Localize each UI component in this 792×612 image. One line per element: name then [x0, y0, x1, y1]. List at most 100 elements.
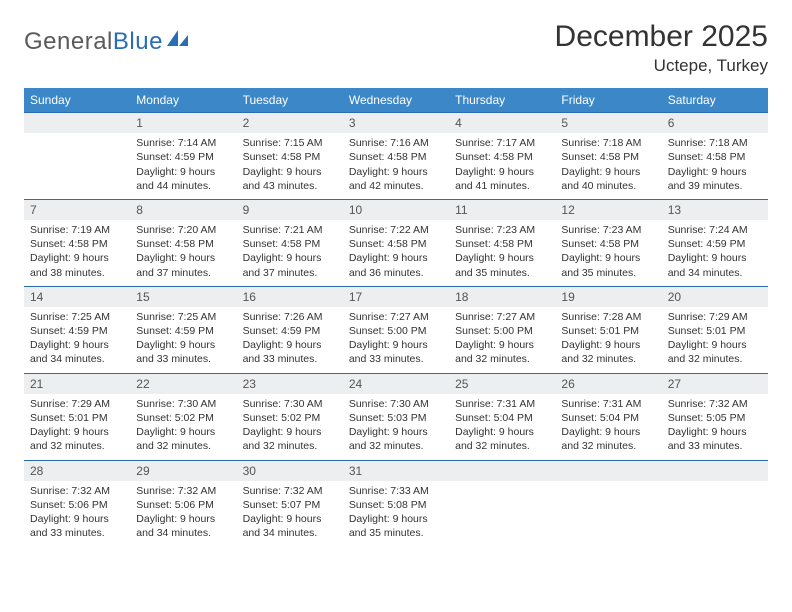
day-cell: Sunrise: 7:15 AMSunset: 4:58 PMDaylight:…: [237, 133, 343, 199]
daylight-text: Daylight: 9 hours: [561, 338, 655, 352]
day-cell: Sunrise: 7:30 AMSunset: 5:02 PMDaylight:…: [237, 394, 343, 460]
day-number: [555, 460, 661, 481]
day-cell: Sunrise: 7:17 AMSunset: 4:58 PMDaylight:…: [449, 133, 555, 199]
daylight-text: and 34 minutes.: [668, 266, 762, 280]
logo-part1: General: [24, 28, 113, 55]
weekday-header-row: SundayMondayTuesdayWednesdayThursdayFrid…: [24, 88, 768, 113]
day-number: 14: [24, 286, 130, 307]
day-cell: Sunrise: 7:26 AMSunset: 4:59 PMDaylight:…: [237, 307, 343, 373]
sunrise-text: Sunrise: 7:33 AM: [349, 484, 443, 498]
daylight-text: Daylight: 9 hours: [243, 251, 337, 265]
daylight-text: Daylight: 9 hours: [668, 165, 762, 179]
daylight-text: and 35 minutes.: [561, 266, 655, 280]
day-cell: Sunrise: 7:18 AMSunset: 4:58 PMDaylight:…: [662, 133, 768, 199]
day-cell: [555, 481, 661, 547]
daylight-text: and 33 minutes.: [668, 439, 762, 453]
day-number: 1: [130, 113, 236, 134]
sunset-text: Sunset: 5:01 PM: [561, 324, 655, 338]
sunrise-text: Sunrise: 7:30 AM: [243, 397, 337, 411]
day-number: 11: [449, 199, 555, 220]
sunrise-text: Sunrise: 7:22 AM: [349, 223, 443, 237]
sunset-text: Sunset: 4:58 PM: [455, 237, 549, 251]
sunset-text: Sunset: 4:59 PM: [136, 324, 230, 338]
day-number: [449, 460, 555, 481]
sunset-text: Sunset: 4:58 PM: [349, 237, 443, 251]
day-number: 20: [662, 286, 768, 307]
daynum-row: 78910111213: [24, 199, 768, 220]
daylight-text: and 32 minutes.: [561, 439, 655, 453]
daylight-text: and 44 minutes.: [136, 179, 230, 193]
sunrise-text: Sunrise: 7:27 AM: [349, 310, 443, 324]
daylight-text: and 32 minutes.: [668, 352, 762, 366]
daylight-text: and 37 minutes.: [243, 266, 337, 280]
daylight-text: Daylight: 9 hours: [30, 251, 124, 265]
weekday-header: Tuesday: [237, 88, 343, 113]
day-number: 9: [237, 199, 343, 220]
day-number: 19: [555, 286, 661, 307]
sunrise-text: Sunrise: 7:15 AM: [243, 136, 337, 150]
daylight-text: and 35 minutes.: [455, 266, 549, 280]
day-cell: Sunrise: 7:16 AMSunset: 4:58 PMDaylight:…: [343, 133, 449, 199]
sunrise-text: Sunrise: 7:32 AM: [243, 484, 337, 498]
day-number: 23: [237, 373, 343, 394]
day-number: 31: [343, 460, 449, 481]
day-cell: Sunrise: 7:23 AMSunset: 4:58 PMDaylight:…: [449, 220, 555, 286]
sunrise-text: Sunrise: 7:16 AM: [349, 136, 443, 150]
day-cell: Sunrise: 7:32 AMSunset: 5:05 PMDaylight:…: [662, 394, 768, 460]
daylight-text: Daylight: 9 hours: [243, 512, 337, 526]
sunrise-text: Sunrise: 7:32 AM: [668, 397, 762, 411]
daylight-text: Daylight: 9 hours: [136, 338, 230, 352]
daylight-text: and 33 minutes.: [349, 352, 443, 366]
daylight-text: Daylight: 9 hours: [243, 165, 337, 179]
day-cell: [449, 481, 555, 547]
title-block: December 2025 Uctepe, Turkey: [555, 20, 768, 76]
day-number: 27: [662, 373, 768, 394]
day-cell: Sunrise: 7:23 AMSunset: 4:58 PMDaylight:…: [555, 220, 661, 286]
day-number: 6: [662, 113, 768, 134]
sunset-text: Sunset: 4:59 PM: [136, 150, 230, 164]
daylight-text: Daylight: 9 hours: [349, 251, 443, 265]
day-number: 30: [237, 460, 343, 481]
daylight-text: and 34 minutes.: [243, 526, 337, 540]
week-row: Sunrise: 7:19 AMSunset: 4:58 PMDaylight:…: [24, 220, 768, 286]
daylight-text: Daylight: 9 hours: [243, 425, 337, 439]
daynum-row: 28293031: [24, 460, 768, 481]
daylight-text: and 35 minutes.: [349, 526, 443, 540]
sunrise-text: Sunrise: 7:19 AM: [30, 223, 124, 237]
daylight-text: Daylight: 9 hours: [136, 251, 230, 265]
sunset-text: Sunset: 4:58 PM: [455, 150, 549, 164]
day-number: 24: [343, 373, 449, 394]
sunset-text: Sunset: 5:01 PM: [30, 411, 124, 425]
sunrise-text: Sunrise: 7:30 AM: [136, 397, 230, 411]
daylight-text: and 38 minutes.: [30, 266, 124, 280]
daylight-text: and 32 minutes.: [455, 439, 549, 453]
day-number: 12: [555, 199, 661, 220]
daylight-text: Daylight: 9 hours: [30, 425, 124, 439]
weekday-header: Monday: [130, 88, 236, 113]
day-number: 25: [449, 373, 555, 394]
week-row: Sunrise: 7:25 AMSunset: 4:59 PMDaylight:…: [24, 307, 768, 373]
sunrise-text: Sunrise: 7:31 AM: [561, 397, 655, 411]
daylight-text: Daylight: 9 hours: [136, 165, 230, 179]
sunrise-text: Sunrise: 7:21 AM: [243, 223, 337, 237]
sunrise-text: Sunrise: 7:17 AM: [455, 136, 549, 150]
sunrise-text: Sunrise: 7:31 AM: [455, 397, 549, 411]
weekday-header: Thursday: [449, 88, 555, 113]
day-number: 21: [24, 373, 130, 394]
daylight-text: Daylight: 9 hours: [561, 251, 655, 265]
sunset-text: Sunset: 4:58 PM: [136, 237, 230, 251]
day-cell: Sunrise: 7:29 AMSunset: 5:01 PMDaylight:…: [662, 307, 768, 373]
sunset-text: Sunset: 5:04 PM: [455, 411, 549, 425]
sunset-text: Sunset: 4:58 PM: [30, 237, 124, 251]
daylight-text: and 32 minutes.: [30, 439, 124, 453]
day-cell: Sunrise: 7:19 AMSunset: 4:58 PMDaylight:…: [24, 220, 130, 286]
sunrise-text: Sunrise: 7:28 AM: [561, 310, 655, 324]
sunset-text: Sunset: 4:58 PM: [668, 150, 762, 164]
daylight-text: and 34 minutes.: [136, 526, 230, 540]
sunrise-text: Sunrise: 7:25 AM: [30, 310, 124, 324]
day-number: 5: [555, 113, 661, 134]
sunset-text: Sunset: 5:01 PM: [668, 324, 762, 338]
daylight-text: and 32 minutes.: [243, 439, 337, 453]
sunrise-text: Sunrise: 7:32 AM: [30, 484, 124, 498]
daylight-text: Daylight: 9 hours: [455, 338, 549, 352]
